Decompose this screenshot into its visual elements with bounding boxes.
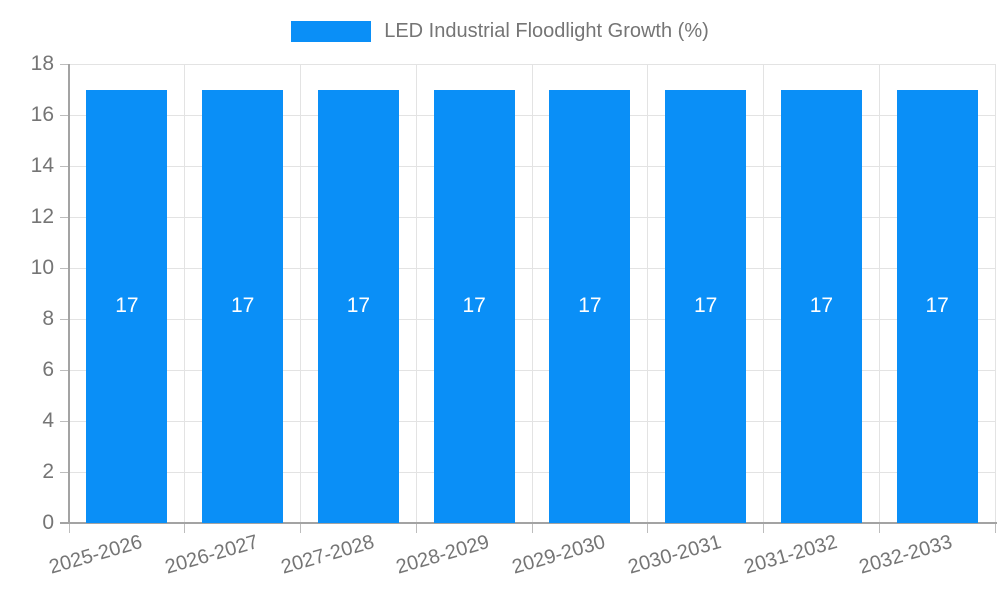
y-axis-tick [60,63,69,65]
bar-value-label: 17 [346,294,371,318]
bar-value-label: 17 [462,294,486,318]
y-tick-label: 12 [30,205,54,228]
y-tick-label: 10 [30,256,54,279]
v-gridline [878,64,880,523]
v-gridline [647,64,649,523]
bar-value-label: 17 [230,294,255,318]
y-axis-tick [60,216,69,218]
y-axis-line [68,64,70,523]
x-tick-label: 2032-2033 [759,531,955,579]
x-axis-tick [647,523,649,533]
bar-value-label: 17 [578,294,602,318]
bar [202,89,284,523]
x-axis-tick [763,523,764,533]
x-axis-tick [300,523,301,533]
v-gridline [531,64,533,523]
y-axis-tick [60,318,69,320]
x-axis-tick [68,523,70,533]
y-tick-label: 0 [42,511,54,534]
y-tick-label: 6 [42,358,54,381]
bar [433,89,515,523]
x-axis-line [60,522,997,524]
x-axis-tick [415,523,417,533]
bar [665,89,747,523]
y-axis-tick [60,369,69,371]
bar-value-label: 17 [693,294,718,318]
bar [86,89,168,523]
legend-swatch [291,20,372,42]
y-tick-label: 16 [30,103,54,126]
bar-value-label: 17 [115,294,139,318]
bar-value-label: 17 [809,294,834,318]
v-gridline [300,64,301,523]
bar [317,89,399,523]
y-axis-tick [60,420,69,422]
legend[interactable]: LED Industrial Floodlight Growth (%) [0,18,1000,44]
bar [780,89,862,523]
x-axis-tick [531,523,533,533]
x-tick-label-text: 2032-2033 [857,531,956,579]
x-axis-tick [994,523,996,533]
y-tick-label: 14 [30,154,54,177]
y-tick-label: 4 [42,409,54,432]
v-gridline [184,64,186,523]
x-axis-tick [184,523,186,533]
y-tick-label: 18 [30,52,54,75]
x-axis-tick [878,523,880,533]
bar [549,89,631,523]
y-axis-tick [60,267,69,269]
y-tick-label: 2 [42,460,54,483]
v-gridline [994,64,996,523]
y-axis-tick [60,471,69,473]
legend-label: LED Industrial Floodlight Growth (%) [384,19,709,42]
y-axis-tick [60,165,69,167]
v-gridline [415,64,417,523]
bar-value-label: 17 [925,294,949,318]
y-axis-tick [60,114,69,116]
bar [896,89,978,523]
y-tick-label: 8 [42,307,54,330]
v-gridline [763,64,764,523]
